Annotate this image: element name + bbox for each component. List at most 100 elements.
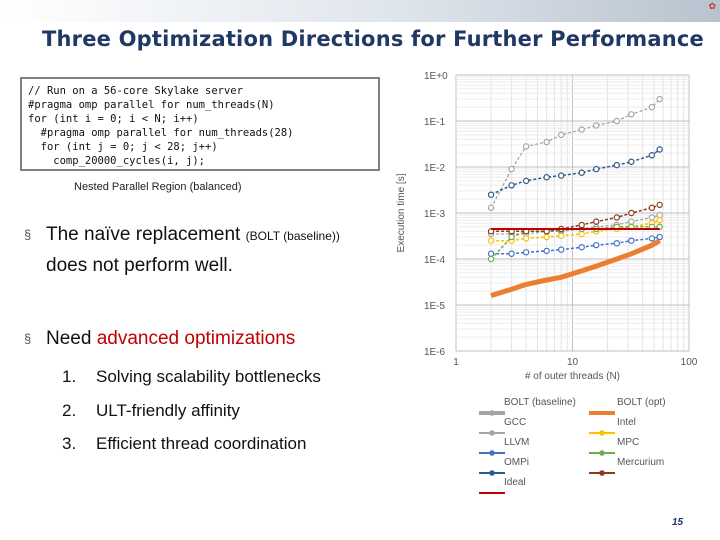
data-point bbox=[508, 165, 515, 173]
x-tick-label: 10 bbox=[567, 357, 579, 368]
data-point bbox=[613, 117, 620, 125]
data-point bbox=[543, 247, 550, 255]
legend-marker bbox=[599, 450, 605, 456]
data-point bbox=[613, 161, 620, 169]
data-point bbox=[648, 204, 656, 211]
code-line: for (int j = 0; j < 28; j++) bbox=[28, 141, 218, 153]
data-point bbox=[578, 126, 585, 133]
data-point bbox=[628, 158, 635, 165]
legend-label: BOLT (opt) bbox=[617, 397, 666, 408]
data-point bbox=[648, 214, 656, 221]
code-box: // Run on a 56-core Skylake server #prag… bbox=[20, 77, 380, 171]
code-line: // Run on a 56-core Skylake server bbox=[28, 85, 243, 97]
legend-label: GCC bbox=[504, 417, 526, 428]
data-point bbox=[487, 255, 495, 263]
series-line bbox=[490, 148, 661, 196]
data-point bbox=[558, 131, 565, 139]
data-point bbox=[656, 146, 663, 153]
data-point bbox=[487, 250, 495, 257]
legend-marker bbox=[599, 430, 605, 436]
data-point bbox=[593, 218, 600, 225]
x-tick-label: 1 bbox=[453, 357, 459, 368]
x-tick-label: 100 bbox=[681, 357, 698, 368]
data-point bbox=[593, 165, 600, 173]
bullet-text: Need bbox=[46, 328, 97, 349]
legend-marker bbox=[489, 470, 495, 476]
sub-item: 3. Efficient thread coordination bbox=[62, 434, 306, 454]
data-point bbox=[656, 201, 663, 209]
sub-item: 2. ULT-friendly affinity bbox=[62, 401, 240, 421]
data-point bbox=[522, 249, 530, 256]
legend-marker bbox=[489, 430, 495, 436]
sub-item-number: 2. bbox=[62, 401, 77, 420]
execution-time-chart: 1E+0 1E-1 1E-2 1E-3 1E-4 1E-5 1E-6 1 10 100 # of o… bbox=[396, 71, 698, 494]
legend-label: Intel bbox=[617, 417, 636, 428]
bullet-text-cont: does not perform well. bbox=[46, 255, 233, 277]
data-point bbox=[656, 233, 663, 241]
data-point bbox=[543, 138, 550, 146]
slide-title: Three Optimization Directions for Furthe… bbox=[42, 27, 704, 51]
code-line: comp_20000_cycles(i, j); bbox=[28, 155, 206, 167]
data-point bbox=[522, 235, 530, 242]
top-banner bbox=[0, 0, 720, 22]
sub-item-text: ULT-friendly affinity bbox=[96, 401, 240, 420]
data-point bbox=[656, 216, 663, 224]
data-point bbox=[628, 111, 635, 118]
data-point bbox=[578, 221, 585, 229]
code-line: #pragma omp parallel for num_threads(N) bbox=[28, 99, 275, 111]
y-tick-label: 1E+0 bbox=[424, 71, 448, 82]
sub-item: 1. Solving scalability bottlenecks bbox=[62, 367, 321, 387]
data-point bbox=[522, 143, 530, 150]
data-point bbox=[508, 233, 515, 241]
data-point bbox=[543, 174, 550, 181]
legend-marker bbox=[599, 470, 605, 476]
code-line: #pragma omp parallel for num_threads(28) bbox=[28, 127, 294, 139]
series-line bbox=[490, 238, 661, 298]
y-tick-label: 1E-6 bbox=[424, 347, 446, 358]
legend-label: BOLT (baseline) bbox=[504, 397, 576, 408]
bullet-text: The naïve replacement bbox=[46, 224, 246, 246]
code-line: for (int i = 0; i < N; i++) bbox=[28, 113, 199, 125]
data-point bbox=[487, 191, 495, 198]
data-point bbox=[508, 182, 515, 189]
y-axis-label: Execution time [s] bbox=[396, 173, 407, 252]
data-point bbox=[628, 209, 635, 217]
sub-item-number: 1. bbox=[62, 367, 77, 386]
data-point bbox=[578, 169, 585, 176]
data-point bbox=[558, 232, 565, 239]
sub-item-number: 3. bbox=[62, 434, 77, 453]
data-point bbox=[558, 172, 565, 179]
legend-label: OMPi bbox=[504, 457, 529, 468]
data-point bbox=[613, 240, 620, 247]
bullet-advanced-optimizations: § Need advanced optimizations bbox=[24, 328, 295, 350]
data-point bbox=[487, 204, 495, 211]
page-number: 15 bbox=[672, 517, 684, 528]
x-axis-label: # of outer threads (N) bbox=[525, 371, 620, 382]
data-point bbox=[648, 235, 656, 242]
series-line bbox=[490, 98, 661, 209]
bullet-naive-replacement: § The naïve replacement (BOLT (baseline))… bbox=[24, 220, 394, 281]
bullet-icon: § bbox=[24, 331, 32, 347]
data-point bbox=[558, 246, 565, 253]
y-tick-label: 1E-3 bbox=[424, 209, 446, 220]
legend-label: Mercurium bbox=[617, 457, 664, 468]
data-point bbox=[578, 230, 585, 238]
data-point bbox=[628, 218, 635, 225]
legend-label: MPC bbox=[617, 437, 639, 448]
legend-label: Ideal bbox=[504, 477, 526, 488]
legend-marker bbox=[489, 450, 495, 456]
y-tick-label: 1E-2 bbox=[424, 163, 446, 174]
data-point bbox=[648, 152, 656, 159]
code-caption: Nested Parallel Region (balanced) bbox=[74, 181, 242, 193]
data-point bbox=[648, 103, 656, 111]
data-point bbox=[656, 211, 663, 219]
legend-marker bbox=[489, 410, 495, 416]
data-point bbox=[487, 228, 495, 235]
y-tick-label: 1E-1 bbox=[424, 117, 446, 128]
y-tick-label: 1E-4 bbox=[424, 255, 446, 266]
data-point bbox=[593, 122, 600, 129]
data-point bbox=[487, 237, 495, 244]
data-point bbox=[508, 250, 515, 257]
bullet-icon: § bbox=[24, 227, 32, 242]
data-point bbox=[593, 241, 600, 249]
